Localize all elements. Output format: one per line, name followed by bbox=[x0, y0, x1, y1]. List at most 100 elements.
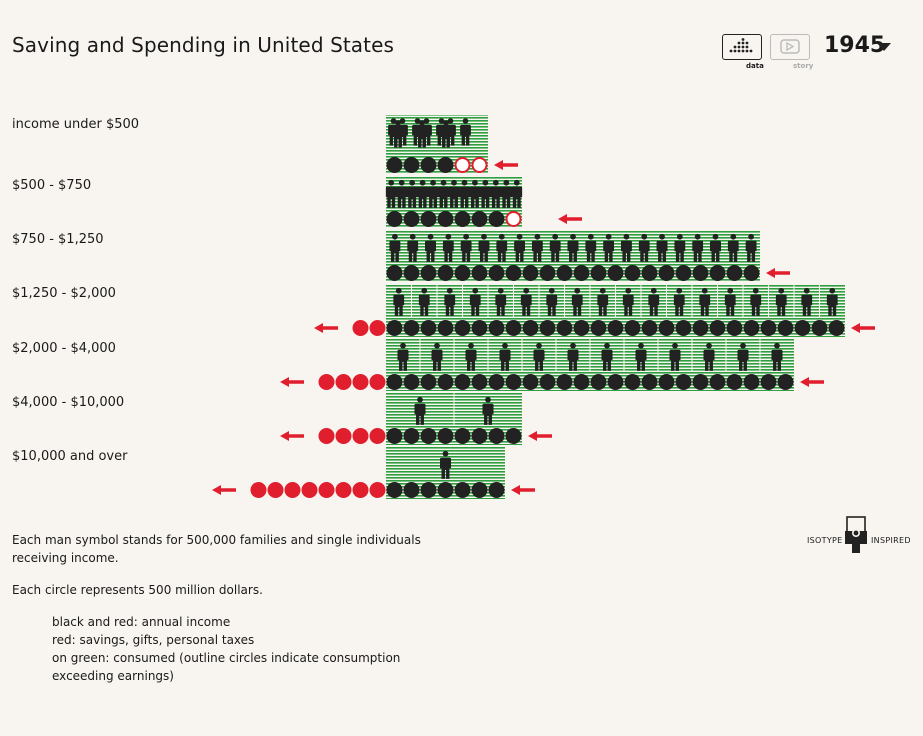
consumed-circle bbox=[505, 320, 522, 336]
savings-arrow bbox=[314, 323, 323, 333]
consumed-circle bbox=[454, 428, 471, 444]
savings-circle bbox=[318, 482, 335, 498]
consumed-circle bbox=[539, 320, 556, 336]
consumed-circle bbox=[658, 374, 675, 390]
consumed-circle bbox=[539, 374, 556, 390]
consumed-circle bbox=[743, 320, 760, 336]
deficit-circle bbox=[471, 157, 488, 173]
consumed-circle bbox=[556, 374, 573, 390]
legend-item: on green: consumed (outline circles indi… bbox=[52, 651, 401, 683]
consumed-circle bbox=[386, 374, 403, 390]
consumed-circle bbox=[743, 265, 760, 281]
savings-circle bbox=[352, 374, 369, 390]
savings-circle bbox=[369, 428, 386, 444]
consumed-circle bbox=[641, 265, 658, 281]
consumed-circle bbox=[454, 482, 471, 498]
savings-circle bbox=[369, 320, 386, 336]
story-view-button[interactable] bbox=[770, 34, 810, 60]
consumed-circle bbox=[590, 265, 607, 281]
consumed-circle bbox=[403, 211, 420, 227]
consumed-circle bbox=[556, 265, 573, 281]
savings-circle bbox=[301, 482, 318, 498]
consumed-circle bbox=[760, 320, 777, 336]
consumed-circle bbox=[471, 211, 488, 227]
consumed-circle bbox=[488, 374, 505, 390]
consumed-circle bbox=[726, 374, 743, 390]
savings-circle bbox=[267, 482, 284, 498]
consumed-circle bbox=[403, 482, 420, 498]
savings-arrow bbox=[280, 377, 289, 387]
consumed-circle bbox=[590, 374, 607, 390]
consumed-circle bbox=[403, 428, 420, 444]
row-label: $1,250 - $2,000 bbox=[12, 286, 116, 301]
year-selector[interactable]: 1945 bbox=[824, 33, 886, 58]
savings-circle bbox=[318, 374, 335, 390]
savings-circle bbox=[284, 482, 301, 498]
consumed-circle bbox=[607, 265, 624, 281]
story-view-label: story bbox=[793, 62, 814, 70]
consumed-circle bbox=[624, 320, 641, 336]
consumed-circle bbox=[403, 157, 420, 173]
consumed-circle bbox=[675, 320, 692, 336]
savings-circle bbox=[369, 374, 386, 390]
consumed-circle bbox=[522, 265, 539, 281]
consumed-circle bbox=[420, 211, 437, 227]
consumed-circle bbox=[403, 265, 420, 281]
consumed-circle bbox=[403, 320, 420, 336]
consumed-circle bbox=[505, 374, 522, 390]
consumed-circle bbox=[437, 374, 454, 390]
savings-circle bbox=[335, 482, 352, 498]
income-arrow bbox=[511, 485, 520, 495]
chevron-down-icon[interactable] bbox=[877, 43, 891, 51]
consumed-circle bbox=[811, 320, 828, 336]
savings-arrow bbox=[212, 485, 221, 495]
consumed-circle bbox=[556, 320, 573, 336]
consumed-circle bbox=[488, 211, 505, 227]
consumed-circle bbox=[590, 320, 607, 336]
consumed-circle bbox=[607, 320, 624, 336]
consumed-circle bbox=[777, 320, 794, 336]
consumed-circle bbox=[488, 265, 505, 281]
data-view-button[interactable] bbox=[722, 34, 762, 60]
consumed-circle bbox=[488, 428, 505, 444]
savings-circle bbox=[335, 428, 352, 444]
savings-circle bbox=[352, 428, 369, 444]
row-label: $750 - $1,250 bbox=[12, 232, 104, 247]
consumed-circle bbox=[420, 482, 437, 498]
consumed-circle bbox=[692, 265, 709, 281]
consumed-circle bbox=[624, 374, 641, 390]
consumed-circle bbox=[454, 211, 471, 227]
consumed-circle bbox=[488, 482, 505, 498]
consumed-circle bbox=[692, 320, 709, 336]
consumed-circle bbox=[420, 374, 437, 390]
savings-circle bbox=[352, 482, 369, 498]
row-label: $2,000 - $4,000 bbox=[12, 341, 116, 356]
person-frame-icon bbox=[845, 516, 867, 553]
consumed-circle bbox=[420, 157, 437, 173]
savings-arrow bbox=[280, 431, 289, 441]
logo-text-right: INSPIRED bbox=[871, 536, 911, 545]
page-title: Saving and Spending in United States bbox=[12, 33, 395, 57]
savings-circle bbox=[250, 482, 267, 498]
consumed-circle bbox=[437, 211, 454, 227]
consumed-circle bbox=[828, 320, 845, 336]
consumed-circle bbox=[641, 320, 658, 336]
deficit-circle bbox=[505, 211, 522, 227]
consumed-circle bbox=[437, 320, 454, 336]
consumed-circle bbox=[437, 265, 454, 281]
income-arrow bbox=[558, 214, 567, 224]
consumed-circle bbox=[675, 374, 692, 390]
income-arrow bbox=[766, 268, 775, 278]
savings-circle bbox=[352, 320, 369, 336]
consumed-circle bbox=[471, 482, 488, 498]
consumed-circle bbox=[420, 320, 437, 336]
consumed-circle bbox=[658, 320, 675, 336]
legend: black and red: annual income red: saving… bbox=[52, 613, 452, 685]
consumed-circle bbox=[658, 265, 675, 281]
notes: Each man symbol stands for 500,000 famil… bbox=[12, 531, 452, 685]
consumed-circle bbox=[437, 482, 454, 498]
savings-circle bbox=[318, 428, 335, 444]
row-label: $500 - $750 bbox=[12, 178, 92, 193]
consumed-circle bbox=[386, 482, 403, 498]
consumed-circle bbox=[471, 428, 488, 444]
